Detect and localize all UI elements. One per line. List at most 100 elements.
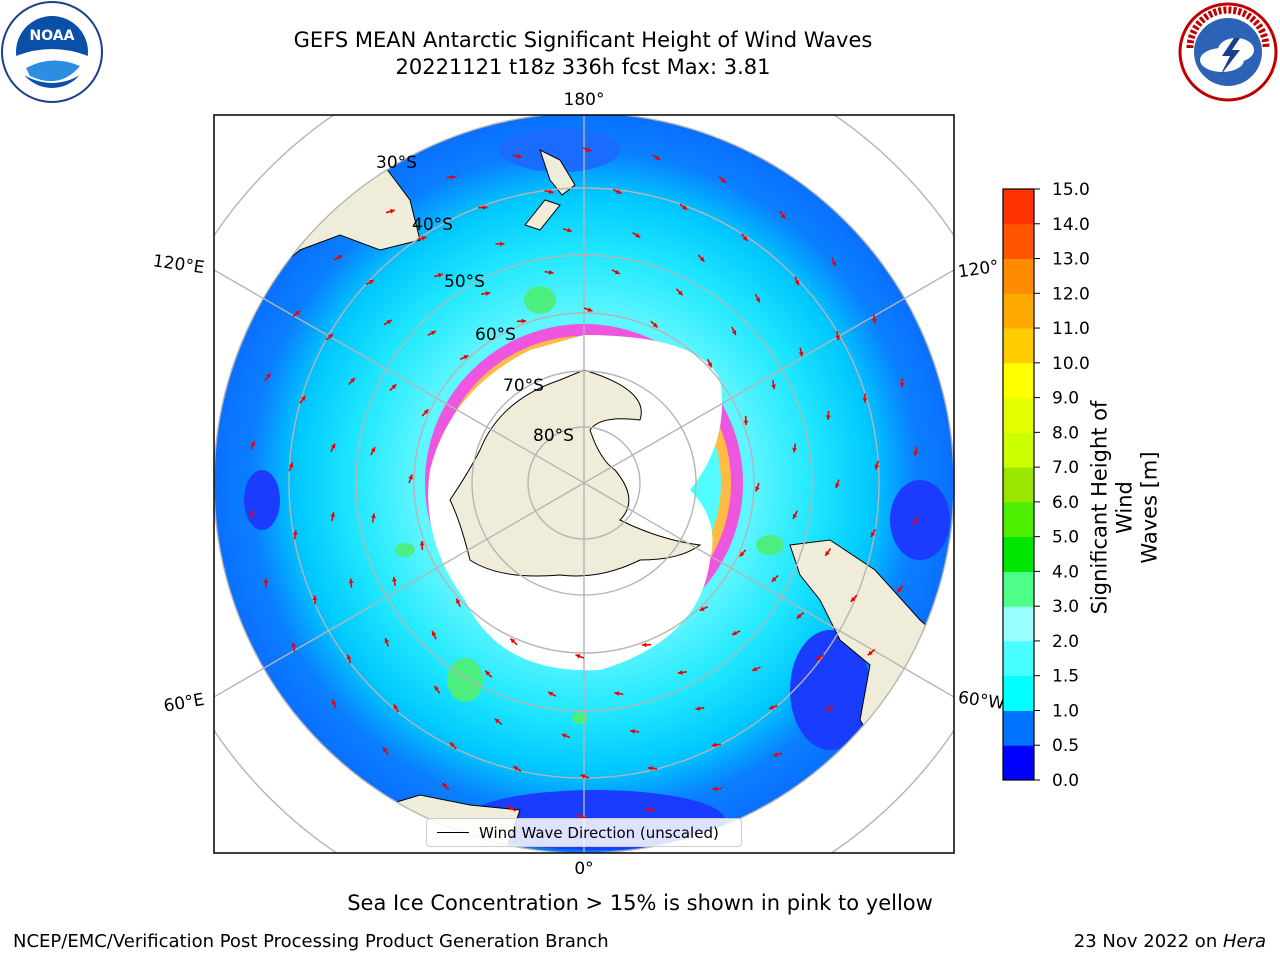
wind-wave-arrowhead: [423, 409, 429, 415]
wind-wave-arrowhead: [482, 205, 488, 210]
wind-wave-arrowhead: [771, 576, 777, 582]
colorbar-tick-label: 2.0: [1052, 632, 1079, 652]
wind-wave-arrowhead: [798, 351, 804, 357]
wind-wave-arrowhead: [867, 650, 873, 656]
wind-wave-arrowhead: [835, 335, 841, 340]
wind-wave-arrowhead: [913, 450, 919, 456]
map-frame: [213, 114, 955, 854]
wind-wave-arrowhead: [794, 280, 800, 286]
colorbar-tick-label: 3.0: [1052, 597, 1079, 617]
lat-label-80s: 80°S: [533, 426, 574, 446]
map-legend: Wind Wave Direction (unscaled): [426, 818, 742, 847]
wind-wave-arrowhead: [437, 273, 443, 278]
wind-wave-arrowhead: [292, 530, 298, 536]
colorbar-tick-label: 9.0: [1052, 389, 1079, 409]
lat-label-60s: 60°S: [475, 325, 516, 345]
colorbar-tick-label: 1.0: [1052, 701, 1079, 721]
lon-label-60e: 60°E: [162, 690, 206, 717]
wind-wave-arrowhead: [682, 205, 688, 210]
wind-wave-arrowhead: [870, 532, 876, 538]
lat-label-40s: 40°S: [412, 215, 453, 235]
wind-wave-arrowhead: [792, 447, 797, 453]
wind-wave-arrowhead: [567, 227, 572, 233]
wind-wave-arrowhead: [392, 576, 397, 582]
wind-wave-arrowhead: [755, 486, 760, 492]
colorbar-label-line1: Significant Height of Wind: [1087, 400, 1137, 615]
wind-wave-arrowhead: [346, 654, 352, 660]
wind-wave-arrowhead: [456, 598, 461, 604]
wind-wave-arrowhead: [755, 297, 760, 303]
wind-wave-arrowhead: [442, 783, 448, 789]
wind-wave-arrowhead: [391, 384, 397, 390]
wind-wave-arrowhead: [513, 766, 519, 771]
wind-wave-arrowhead: [510, 638, 516, 644]
wind-wave-arrowhead: [384, 638, 390, 643]
wind-wave-arrowhead: [862, 398, 868, 403]
colorbar-tick-label: 0.0: [1052, 771, 1079, 791]
wind-wave-arrowhead: [641, 642, 647, 648]
wind-wave-arrowhead: [250, 441, 255, 447]
colorbar-tick-label: 8.0: [1052, 423, 1079, 443]
wind-wave-arrowhead: [835, 483, 840, 489]
colorbar-segment: [1003, 223, 1034, 260]
colorbar-tick-label: 11.0: [1052, 319, 1090, 339]
legend-line-swatch: [437, 832, 469, 833]
wind-wave-arrowhead: [831, 261, 837, 267]
wind-wave-arrowhead: [616, 189, 622, 194]
wind-wave-arrowhead: [312, 595, 318, 601]
wind-wave-arrowhead: [695, 706, 701, 711]
colorbar: 0.0 0.5 1.0 1.5 2.0 3.0 4.0 5.0 6.0 7.0 8.0 9.0 10.0…: [1002, 180, 1090, 791]
wind-wave-arrowhead: [430, 330, 436, 336]
lon-label-120w: 120°: [957, 257, 1000, 283]
legend-label: Wind Wave Direction (unscaled): [479, 823, 719, 842]
wind-wave-arrowhead: [449, 742, 455, 748]
wind-wave-arrowhead: [561, 733, 567, 738]
wind-wave-arrowhead: [576, 814, 582, 819]
colorbar-tick-label: 6.0: [1052, 493, 1079, 513]
nws-logo: [1178, 2, 1278, 102]
wind-wave-arrowhead: [371, 513, 376, 519]
wind-wave-arrowhead: [699, 606, 705, 611]
wind-wave-arrows: [249, 147, 919, 819]
colorbar-segment: [1003, 467, 1034, 503]
wind-wave-arrowhead: [485, 291, 491, 296]
wind-wave-arrowhead: [331, 699, 337, 705]
wind-wave-arrowhead: [291, 642, 297, 648]
colorbar-tick-label: 0.5: [1052, 736, 1079, 756]
wind-wave-arrowhead: [720, 177, 726, 183]
footer-date: 23 Nov 2022 on Hera: [1074, 931, 1266, 952]
colorbar-tick-label: 1.5: [1052, 667, 1079, 687]
wind-wave-arrowhead: [648, 765, 653, 771]
colorbar-label: Significant Height of Wind Waves [m]: [1088, 388, 1163, 628]
map-title: GEFS MEAN Antarctic Significant Height o…: [293, 28, 873, 52]
map-subtitle: 20221121 t18z 336h fcst Max: 3.81: [395, 55, 771, 79]
wind-wave-arrowhead: [383, 747, 388, 753]
new-zealand-landmass: [524, 149, 576, 231]
wind-wave-arrowhead: [899, 382, 905, 388]
colorbar-segment: [1003, 745, 1034, 781]
colorbar-segment: [1003, 258, 1034, 294]
wind-wave-arrowhead: [368, 280, 374, 285]
colorbar-segment: [1003, 293, 1034, 329]
wind-wave-arrowhead: [517, 153, 523, 159]
wind-wave-arrowhead: [645, 807, 651, 813]
wind-wave-arrowhead: [500, 241, 505, 247]
wind-wave-arrowhead: [792, 513, 798, 519]
noaa-logo: NOAA: [1, 1, 103, 103]
wind-wave-arrowhead: [871, 318, 877, 324]
colorbar-tick-label: 4.0: [1052, 562, 1079, 582]
wind-wave-arrowhead: [771, 384, 776, 390]
wind-wave-arrowhead: [796, 613, 802, 619]
wind-wave-arrowhead: [350, 377, 355, 383]
wind-wave-arrowhead: [408, 474, 413, 480]
wind-wave-arrowhead: [614, 691, 620, 696]
colorbar-tick-label: 7.0: [1052, 458, 1079, 478]
wind-wave-arrowhead: [370, 447, 376, 453]
colorbar-segment: [1003, 710, 1034, 746]
wind-wave-arrowhead: [874, 464, 880, 470]
wind-wave-arrowhead: [780, 213, 785, 219]
wind-wave-arrowhead: [630, 728, 635, 734]
colorbar-tick-label: 15.0: [1052, 180, 1090, 200]
colorbar-segment: [1003, 189, 1034, 225]
